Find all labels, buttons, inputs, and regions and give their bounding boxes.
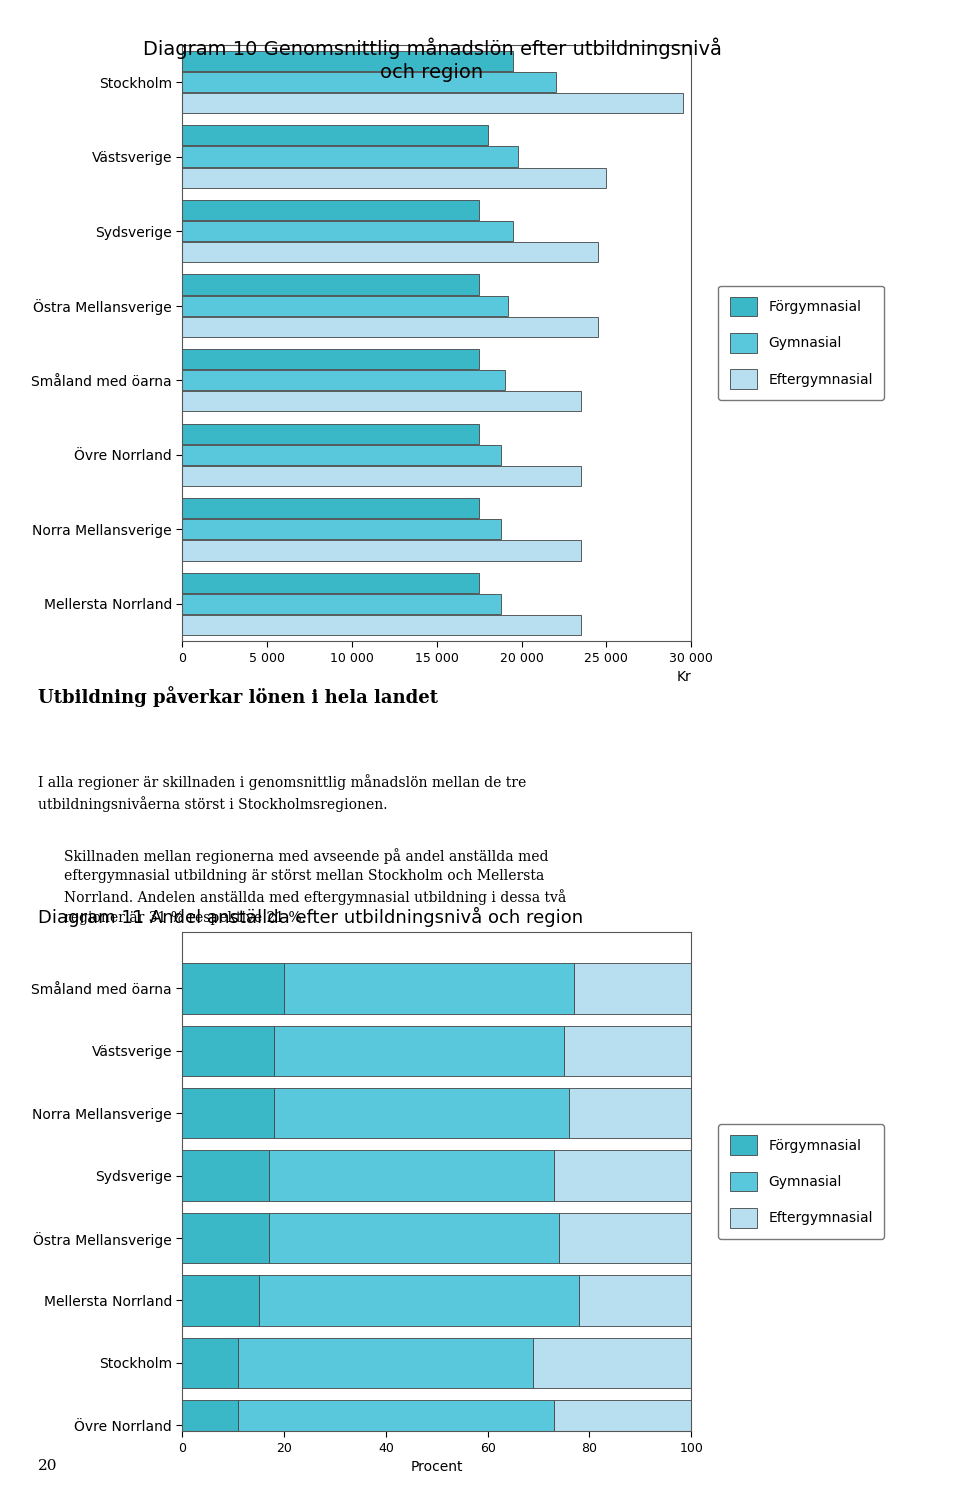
Bar — [182, 540, 581, 561]
Bar — [182, 167, 607, 188]
Bar — [182, 274, 479, 295]
Bar — [182, 1151, 269, 1200]
Bar — [182, 242, 598, 262]
Bar — [554, 1400, 691, 1451]
Bar — [238, 1400, 554, 1451]
Bar — [269, 1151, 554, 1200]
Bar — [274, 1088, 569, 1139]
Bar — [564, 1026, 691, 1077]
Bar — [182, 146, 518, 167]
Bar — [554, 1151, 691, 1200]
Bar — [182, 92, 683, 113]
Bar — [559, 1212, 691, 1263]
Bar — [182, 465, 581, 486]
Bar — [182, 316, 598, 337]
Bar — [269, 1212, 559, 1263]
Text: Diagram 11 Andel anställda efter utbildningsnivå och region: Diagram 11 Andel anställda efter utbildn… — [38, 908, 584, 927]
Bar — [182, 391, 581, 412]
Bar — [182, 963, 284, 1014]
Bar — [238, 1337, 534, 1388]
Legend: Förgymnasial, Gymnasial, Eftergymnasial: Förgymnasial, Gymnasial, Eftergymnasial — [718, 1124, 884, 1239]
Bar — [284, 963, 574, 1014]
Text: Skillnaden mellan regionerna med avseende på andel anställda med
eftergymnasial : Skillnaden mellan regionerna med avseend… — [63, 847, 566, 924]
Bar — [182, 1275, 259, 1325]
Bar — [182, 370, 505, 391]
X-axis label: Procent: Procent — [411, 1460, 463, 1475]
Bar — [534, 1337, 691, 1388]
Bar — [182, 573, 479, 593]
Bar — [579, 1275, 691, 1325]
Bar — [182, 1337, 238, 1388]
Text: Utbildning påverkar lönen i hela landet: Utbildning påverkar lönen i hela landet — [38, 686, 439, 707]
Bar — [182, 519, 501, 540]
Bar — [182, 423, 479, 444]
Bar — [274, 1026, 564, 1077]
Bar — [182, 295, 508, 316]
Text: Diagram 10 Genomsnittlig månadslön efter utbildningsnivå
och region: Diagram 10 Genomsnittlig månadslön efter… — [143, 37, 721, 82]
Bar — [182, 614, 581, 635]
Bar — [182, 593, 501, 614]
X-axis label: Kr: Kr — [677, 669, 691, 684]
Bar — [182, 349, 479, 370]
Text: 20: 20 — [38, 1460, 58, 1473]
Bar — [182, 498, 479, 519]
Bar — [574, 963, 691, 1014]
Bar — [259, 1275, 579, 1325]
Legend: Förgymnasial, Gymnasial, Eftergymnasial: Förgymnasial, Gymnasial, Eftergymnasial — [718, 286, 884, 400]
Bar — [182, 1212, 269, 1263]
Bar — [182, 1026, 274, 1077]
Bar — [182, 51, 513, 72]
Bar — [182, 1400, 238, 1451]
Bar — [182, 200, 479, 221]
Bar — [182, 72, 556, 92]
Bar — [182, 1088, 274, 1139]
Bar — [182, 444, 501, 465]
Bar — [569, 1088, 691, 1139]
Bar — [182, 125, 488, 146]
Text: I alla regioner är skillnaden i genomsnittlig månadslön mellan de tre
utbildning: I alla regioner är skillnaden i genomsni… — [38, 774, 527, 813]
Bar — [182, 221, 513, 242]
